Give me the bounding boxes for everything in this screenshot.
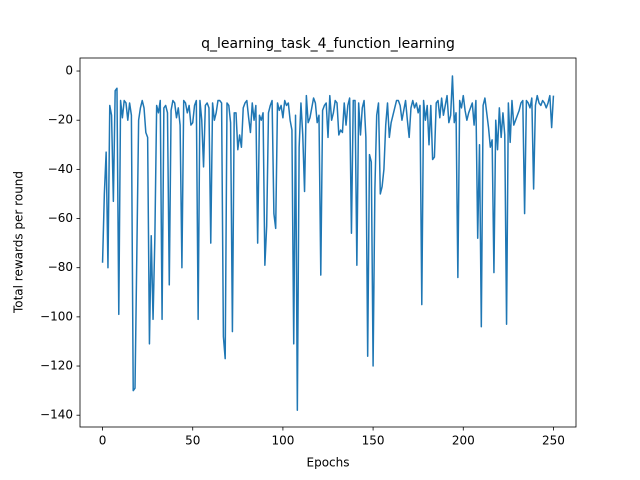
axes-frame (79, 57, 577, 428)
y-tick-label: −40 (48, 162, 73, 176)
x-tick-label: 200 (452, 434, 475, 448)
x-tick-label: 250 (542, 434, 565, 448)
x-tick-label: 150 (362, 434, 385, 448)
y-tick-label: −120 (40, 359, 73, 373)
y-axis-label: Total rewards per round (12, 171, 26, 314)
data-line (101, 75, 555, 412)
y-tick-label: −80 (48, 260, 73, 274)
x-tick-label: 50 (185, 434, 200, 448)
y-tick-label: −140 (40, 408, 73, 422)
x-tick-label: 0 (99, 434, 107, 448)
y-tick-label: −20 (48, 113, 73, 127)
chart-title: q_learning_task_4_function_learning (201, 36, 455, 52)
x-axis-label: Epochs (307, 456, 350, 470)
y-tick-label: 0 (65, 64, 73, 78)
y-tick-label: −60 (48, 211, 73, 225)
x-tick-label: 100 (271, 434, 294, 448)
y-tick-label: −100 (40, 309, 73, 323)
